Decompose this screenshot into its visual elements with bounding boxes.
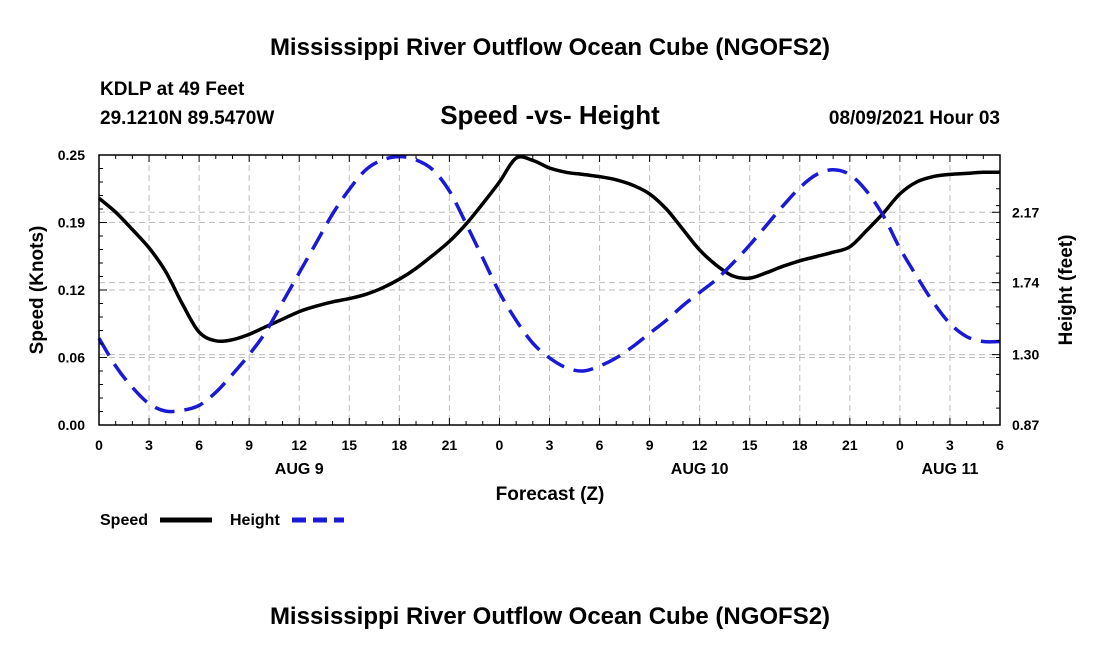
- x-tick-label-8: 0: [496, 437, 504, 453]
- x-tick-label-14: 18: [792, 437, 808, 453]
- x-tick-label-2: 6: [195, 437, 203, 453]
- bottom-title: Mississippi River Outflow Ocean Cube (NG…: [270, 603, 830, 630]
- x-axis-title: Forecast (Z): [496, 484, 605, 505]
- series-line-height: [97, 154, 1001, 414]
- datetime-label: 08/09/2021 Hour 03: [829, 108, 1000, 129]
- day-label-1: AUG 10: [671, 461, 729, 478]
- x-tick-label-13: 15: [742, 437, 758, 453]
- series-line-speed: [97, 155, 1001, 344]
- x-tick-label-18: 6: [996, 437, 1004, 453]
- x-tick-label-17: 3: [946, 437, 954, 453]
- day-label-2: AUG 11: [921, 461, 978, 478]
- y2-tick-label-3: 2.17: [1012, 204, 1039, 220]
- y-tick-label-2: 0.12: [58, 282, 85, 298]
- chart-subtitle: Speed -vs- Height: [440, 100, 660, 130]
- y-tick-label-0: 0.00: [58, 417, 85, 433]
- legend: Speed Height: [100, 512, 344, 529]
- y-tick-label-1: 0.06: [58, 350, 85, 366]
- y2-axis-title: Height (feet): [1056, 235, 1077, 346]
- coordinates-label: 29.1210N 89.5470W: [100, 108, 274, 129]
- y-tick-label-3: 0.19: [58, 215, 85, 231]
- x-tick-label-4: 12: [291, 437, 307, 453]
- y2-tick-label-0: 0.87: [1012, 417, 1039, 433]
- legend-label-height: Height: [230, 512, 280, 529]
- grid-lines: [99, 155, 1000, 425]
- x-tick-label-5: 15: [341, 437, 357, 453]
- x-tick-label-0: 0: [95, 437, 103, 453]
- y2-tick-label-2: 1.74: [1012, 275, 1039, 291]
- axis-ticks: [98, 154, 1001, 426]
- x-tick-label-16: 0: [896, 437, 904, 453]
- day-label-0: AUG 9: [275, 461, 324, 478]
- y-axis-title: Speed (Knots): [27, 226, 48, 355]
- x-tick-label-1: 3: [145, 437, 153, 453]
- station-label: KDLP at 49 Feet: [100, 79, 245, 100]
- x-tick-label-10: 6: [596, 437, 604, 453]
- y-tick-label-4: 0.25: [58, 147, 85, 163]
- y2-tick-label-1: 1.30: [1012, 347, 1039, 363]
- x-tick-label-12: 12: [692, 437, 708, 453]
- x-tick-label-3: 9: [245, 437, 253, 453]
- x-tick-label-11: 9: [646, 437, 654, 453]
- top-title: Mississippi River Outflow Ocean Cube (NG…: [270, 34, 830, 61]
- x-tick-label-6: 18: [392, 437, 408, 453]
- x-tick-label-9: 3: [546, 437, 554, 453]
- axis-tick-labels: 0 3 6 9 12 15 18 21 0 3 6 9 12 15 18 21 0 3 6 AUG 9 AUG 10 AU…: [58, 147, 1040, 478]
- x-tick-label-15: 21: [842, 437, 858, 453]
- x-tick-label-7: 21: [442, 437, 458, 453]
- legend-label-speed: Speed: [100, 512, 148, 529]
- data-series: [97, 154, 1001, 414]
